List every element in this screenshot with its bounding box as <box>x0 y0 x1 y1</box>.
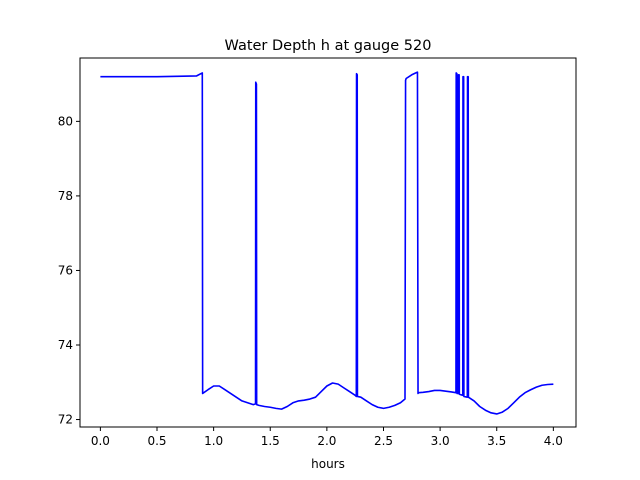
x-tick-label: 1.0 <box>204 434 223 448</box>
series-line-0 <box>100 71 554 415</box>
y-tick-label: 72 <box>58 413 73 427</box>
x-tick-label: 3.5 <box>487 434 506 448</box>
x-tick-label: 1.5 <box>261 434 280 448</box>
axes-frame <box>79 57 577 428</box>
x-tick-label: 2.5 <box>374 434 393 448</box>
x-tick-label: 2.0 <box>317 434 336 448</box>
y-tick-label: 78 <box>58 189 73 203</box>
y-tick-label: 80 <box>58 114 73 128</box>
chart-title: Water Depth h at gauge 520 <box>225 38 432 54</box>
x-axis: 0.0 0.5 1.0 1.5 2.0 2.5 3.0 3.5 4.0 <box>91 427 563 448</box>
x-tick-label: 0.0 <box>91 434 110 448</box>
x-tick-label: 4.0 <box>544 434 563 448</box>
x-tick-label: 0.5 <box>147 434 166 448</box>
y-tick-label: 74 <box>58 338 73 352</box>
y-tick-label: 76 <box>58 263 73 277</box>
x-tick-label: 3.0 <box>431 434 450 448</box>
plot-area <box>79 57 577 428</box>
x-axis-label: hours <box>311 457 345 471</box>
y-axis: 72 74 76 78 80 <box>58 114 80 427</box>
